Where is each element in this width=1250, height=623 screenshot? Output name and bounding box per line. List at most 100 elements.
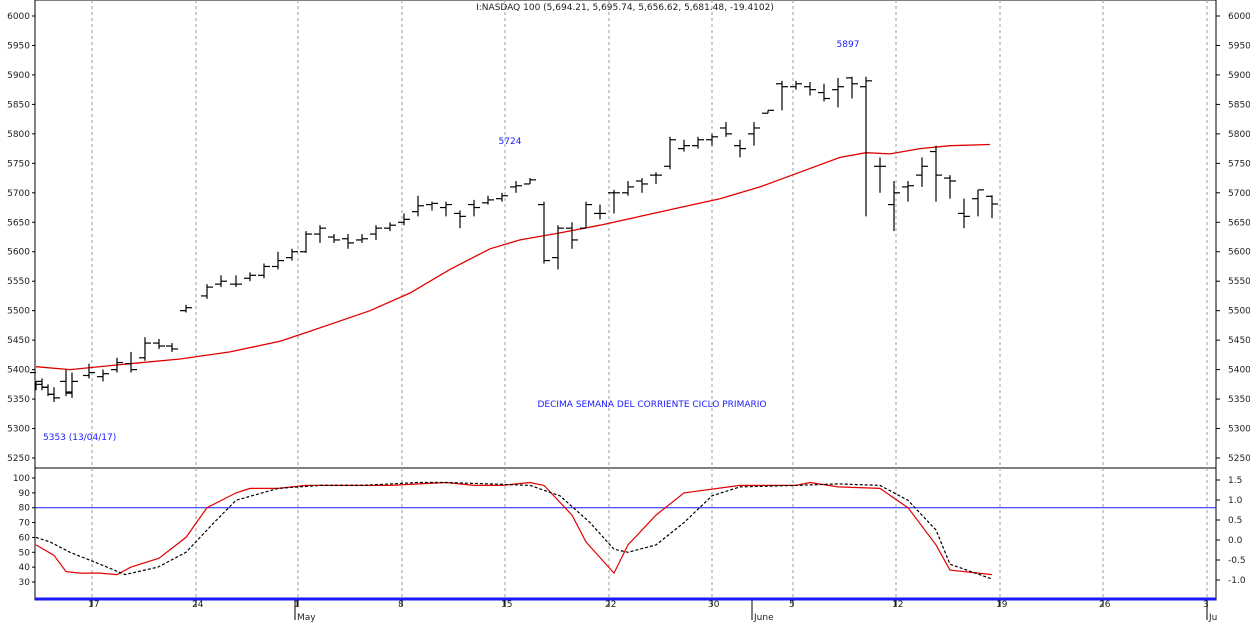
ohlc-bar: [412, 195, 424, 217]
ohlc-bar: [215, 275, 227, 288]
ohlc-bar: [454, 210, 466, 229]
osc-tick-label-left: 100: [13, 474, 30, 484]
ohlc-bar: [30, 371, 42, 391]
price-tick-label-left: 5450: [7, 336, 30, 346]
x-tick-label: 3: [1203, 600, 1209, 610]
ohlc-bar: [426, 201, 438, 211]
price-tick-label-left: 5900: [7, 71, 30, 81]
x-tick-label: 22: [605, 600, 616, 610]
plot-frame: [34, 0, 1217, 601]
ohlc-bar: [790, 80, 802, 90]
ohlc-bar: [244, 272, 256, 282]
ohlc-bar: [650, 172, 662, 184]
x-tick-label: 15: [501, 600, 512, 610]
ohlc-bar: [356, 234, 368, 243]
price-tick-label-right: 5400: [1228, 366, 1250, 376]
annotation-5897: 5897: [837, 40, 860, 50]
ohlc-bar: [538, 201, 550, 264]
ohlc-bars-layer: [30, 76, 998, 403]
ohlc-bar: [692, 136, 704, 149]
ohlc-bar: [622, 181, 634, 196]
ohlc-bar: [608, 189, 620, 214]
price-tick-label-right: 5700: [1228, 189, 1250, 199]
ohlc-bar: [818, 83, 830, 102]
ohlc-bar: [83, 363, 95, 379]
ohlc-bar: [664, 136, 676, 170]
ohlc-bar: [552, 225, 564, 270]
ohlc-bar: [944, 175, 956, 199]
ohlc-bar: [97, 369, 109, 382]
ohlc-bar: [258, 263, 270, 279]
ohlc-bar: [734, 139, 746, 158]
price-tick-label-right: 5800: [1228, 130, 1250, 140]
ohlc-bar: [328, 234, 340, 243]
ohlc-bar: [300, 231, 312, 253]
ohlc-bar: [930, 145, 942, 202]
price-tick-label-left: 5850: [7, 100, 30, 110]
ohlc-bar: [902, 181, 914, 202]
month-label: June: [753, 613, 774, 623]
x-axis-labels: 17 24 1 8 15 22 30 5 12 19 26 3 May June Ju: [88, 600, 1217, 623]
x-tick-label: 17: [88, 600, 99, 610]
price-tick-label-right: 5500: [1228, 307, 1250, 317]
ohlc-bar: [286, 248, 298, 261]
oscillator-signal-line: [35, 481, 993, 580]
month-label: May: [297, 613, 316, 623]
osc-tick-label-right: 1.5: [1228, 476, 1242, 486]
ohlc-bar: [804, 82, 816, 96]
ohlc-bar: [832, 77, 844, 108]
ohlc-bar: [153, 338, 165, 349]
ohlc-bar: [706, 133, 718, 146]
ohlc-bar: [916, 157, 928, 187]
moving-average-layer: [35, 143, 991, 371]
ohlc-bar: [580, 201, 592, 229]
price-tick-label-right: 5250: [1228, 454, 1250, 464]
osc-tick-label-right: -0.5: [1228, 556, 1246, 566]
ohlc-bar: [594, 204, 606, 220]
osc-tick-label-right: 1.0: [1228, 496, 1243, 506]
oscillator-main-line: [35, 481, 993, 576]
ohlc-bar: [314, 225, 326, 243]
annotation-cycle-note: DECIMA SEMANA DEL CORRIENTE CICLO PRIMAR…: [537, 400, 766, 410]
x-tick-label: 8: [398, 600, 404, 610]
x-tick-label: 5: [789, 600, 795, 610]
osc-tick-label-left: 70: [19, 519, 31, 529]
price-y-ticks: 5250 5250 5300 5300 5350 5350 5400 5400 5450 5450…: [7, 12, 1250, 464]
x-tick-label: 24: [192, 600, 204, 610]
price-tick-label-left: 5500: [7, 307, 30, 317]
price-tick-label-left: 5650: [7, 218, 30, 228]
x-tick-label: 30: [708, 600, 720, 610]
ohlc-bar: [524, 178, 536, 185]
ohlc-bar: [762, 109, 774, 114]
ohlc-bar: [748, 122, 760, 146]
osc-tick-label-left: 40: [19, 563, 31, 573]
ohlc-bar: [180, 304, 192, 313]
osc-tick-label-left: 90: [19, 489, 31, 499]
ohlc-bar: [398, 213, 410, 226]
price-tick-label-right: 5850: [1228, 100, 1250, 110]
price-tick-label-right: 5650: [1228, 218, 1250, 228]
x-tick-label: 12: [892, 600, 903, 610]
price-tick-label-left: 5750: [7, 159, 30, 169]
ohlc-bar: [566, 222, 578, 249]
ohlc-bar: [468, 199, 480, 217]
price-tick-label-right: 5350: [1228, 395, 1250, 405]
x-tick-label: 1: [294, 600, 300, 610]
price-tick-label-right: 5900: [1228, 71, 1250, 81]
chart-title: I:NASDAQ 100 (5,694.21, 5,695.74, 5,656.…: [476, 3, 774, 13]
ohlc-bar: [66, 372, 78, 398]
x-tick-label: 19: [996, 600, 1008, 610]
annotation-5353: 5353 (13/04/17): [43, 433, 116, 443]
annotation-5724: 5724: [499, 137, 522, 147]
osc-tick-label-right: 0.0: [1228, 536, 1243, 546]
price-tick-label-left: 5550: [7, 277, 30, 287]
ohlc-bar: [986, 195, 998, 219]
osc-tick-label-left: 60: [19, 533, 31, 543]
ohlc-bar: [496, 192, 508, 202]
price-tick-label-left: 5700: [7, 189, 30, 199]
price-tick-label-left: 5250: [7, 454, 30, 464]
ohlc-bar: [678, 139, 690, 152]
price-tick-label-left: 5600: [7, 248, 30, 258]
ohlc-bar: [201, 284, 213, 299]
price-tick-label-right: 5600: [1228, 248, 1250, 258]
